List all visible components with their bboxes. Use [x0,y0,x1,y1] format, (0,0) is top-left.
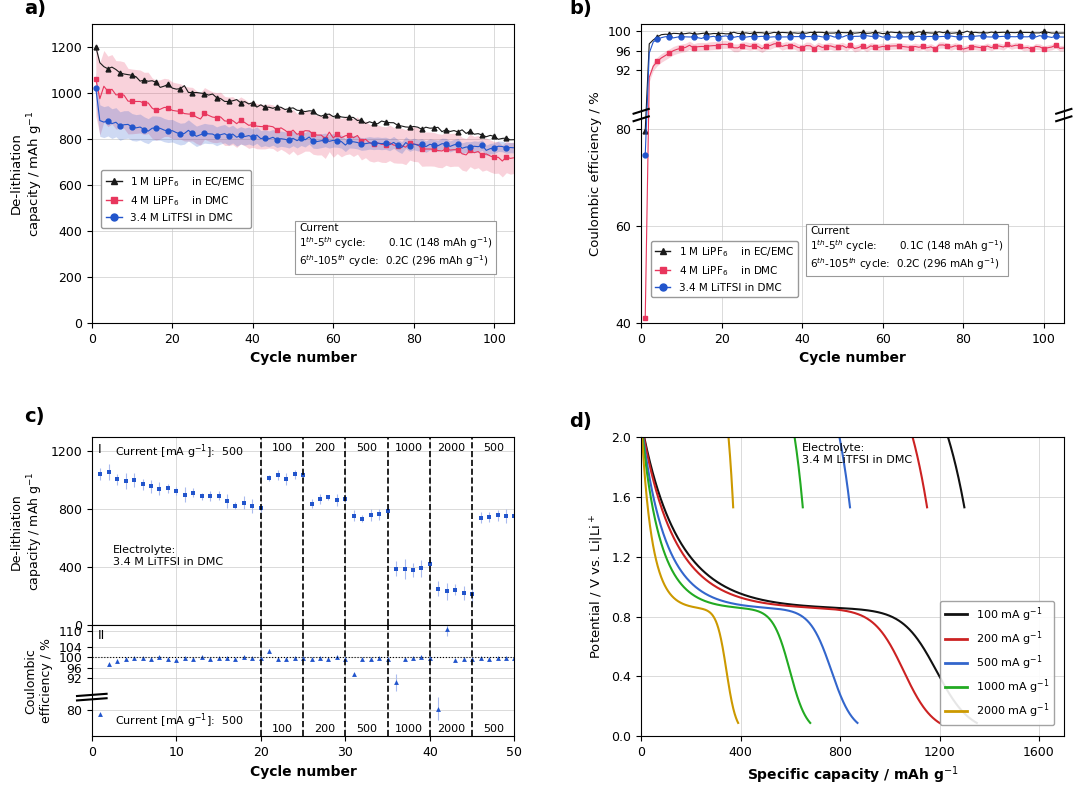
X-axis label: Cycle number: Cycle number [249,765,356,778]
Y-axis label: Potential / V vs. Li|Li$^+$: Potential / V vs. Li|Li$^+$ [589,514,606,659]
Text: d): d) [569,412,592,431]
Text: 1000: 1000 [395,443,422,454]
Text: Electrolyte:
3.4 M LiTFSI in DMC: Electrolyte: 3.4 M LiTFSI in DMC [113,545,224,567]
X-axis label: Cycle number: Cycle number [799,352,906,365]
Text: Current [mA g$^{-1}$]:  500: Current [mA g$^{-1}$]: 500 [116,443,244,461]
Text: 200: 200 [313,443,335,454]
Y-axis label: De-lithiation
capacity / mAh g$^{-1}$: De-lithiation capacity / mAh g$^{-1}$ [10,110,44,237]
Text: c): c) [24,407,44,426]
Text: 200: 200 [313,724,335,734]
Text: 100: 100 [271,724,293,734]
Text: Current
1$^{th}$-5$^{th}$ cycle:       0.1C (148 mAh g$^{-1}$)
6$^{th}$-105$^{th: Current 1$^{th}$-5$^{th}$ cycle: 0.1C (1… [299,223,492,269]
Y-axis label: De-lithiation
capacity / mAh g$^{-1}$: De-lithiation capacity / mAh g$^{-1}$ [10,471,44,591]
Text: 500: 500 [356,443,377,454]
Text: Electrolyte:
3.4 M LiTFSI in DMC: Electrolyte: 3.4 M LiTFSI in DMC [801,443,912,465]
X-axis label: Cycle number: Cycle number [249,352,356,365]
Text: 2000: 2000 [437,724,465,734]
Text: a): a) [24,0,46,18]
Legend: 1 M LiPF$_6$    in EC/EMC, 4 M LiPF$_6$    in DMC, 3.4 M LiTFSI in DMC: 1 M LiPF$_6$ in EC/EMC, 4 M LiPF$_6$ in … [650,240,798,297]
X-axis label: Specific capacity / mAh g$^{-1}$: Specific capacity / mAh g$^{-1}$ [746,765,958,786]
Text: Current
1$^{th}$-5$^{th}$ cycle:       0.1C (148 mAh g$^{-1}$)
6$^{th}$-105$^{th: Current 1$^{th}$-5$^{th}$ cycle: 0.1C (1… [810,226,1003,272]
Y-axis label: Coulombic
efficiency / %: Coulombic efficiency / % [25,638,53,724]
Legend: 1 M LiPF$_6$    in EC/EMC, 4 M LiPF$_6$    in DMC, 3.4 M LiTFSI in DMC: 1 M LiPF$_6$ in EC/EMC, 4 M LiPF$_6$ in … [102,170,252,228]
Y-axis label: Coulombic efficiency / %: Coulombic efficiency / % [589,92,602,256]
Text: II: II [98,629,106,642]
Text: I: I [98,443,102,455]
Text: 100: 100 [271,443,293,454]
Text: 500: 500 [483,724,503,734]
Text: 500: 500 [483,443,503,454]
Legend: 100 mA g$^{-1}$, 200 mA g$^{-1}$, 500 mA g$^{-1}$, 1000 mA g$^{-1}$, 2000 mA g$^: 100 mA g$^{-1}$, 200 mA g$^{-1}$, 500 mA… [941,601,1054,724]
Text: b): b) [569,0,592,18]
Text: 1000: 1000 [395,724,422,734]
Text: 500: 500 [356,724,377,734]
Text: 2000: 2000 [437,443,465,454]
Text: Current [mA g$^{-1}$]:  500: Current [mA g$^{-1}$]: 500 [116,711,244,730]
